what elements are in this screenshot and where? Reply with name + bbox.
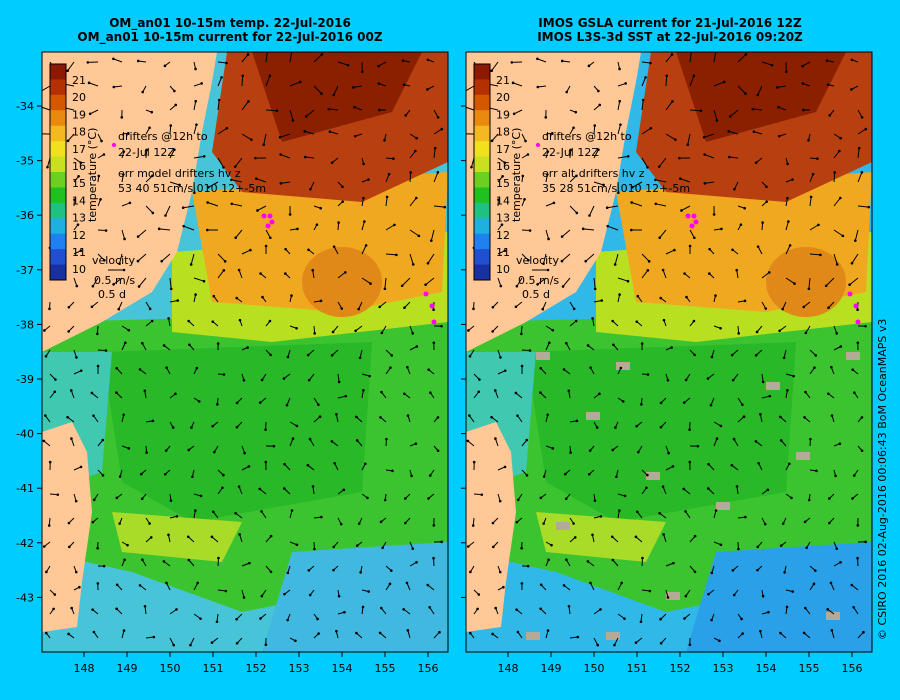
velocity-key-speed: 0.5 m/s bbox=[518, 274, 559, 287]
lat-tick-label: -35 bbox=[16, 155, 34, 168]
colorbar-tick-label: 12 bbox=[496, 229, 510, 242]
colorbar-tick-label: 12 bbox=[72, 229, 86, 242]
lon-tick-label: 150 bbox=[584, 662, 605, 675]
lat-tick-label: -43 bbox=[16, 591, 34, 604]
colorbar-tick-label: 20 bbox=[72, 91, 86, 104]
right-map-panel bbox=[466, 52, 872, 652]
lon-tick-label: 154 bbox=[332, 662, 353, 675]
colorbar-tick-label: 10 bbox=[496, 263, 510, 276]
lon-tick-label: 155 bbox=[375, 662, 396, 675]
velocity-key-duration: 0.5 d bbox=[522, 288, 550, 301]
velocity-key-speed: 0.5 m/s bbox=[94, 274, 135, 287]
lat-tick-label: -39 bbox=[16, 373, 34, 386]
colorbar-tick-label: 18 bbox=[72, 126, 86, 139]
left-title-line1: OM_an01 10-15m temp. 22-Jul-2016 bbox=[109, 16, 351, 30]
lon-tick-label: 156 bbox=[418, 662, 439, 675]
lat-tick-label: -40 bbox=[16, 428, 34, 441]
colorbar-tick-label: 15 bbox=[72, 177, 86, 190]
colorbar-tick-label: 15 bbox=[496, 177, 510, 190]
lon-tick-label: 151 bbox=[203, 662, 224, 675]
velocity-key-label: velocity bbox=[92, 254, 135, 267]
drifter-marker bbox=[689, 223, 695, 229]
lon-tick-label: 154 bbox=[756, 662, 777, 675]
colorbar-tick-label: 11 bbox=[72, 246, 86, 259]
right-title-line1: IMOS GSLA current for 21-Jul-2016 12Z bbox=[538, 16, 802, 30]
drifter-marker bbox=[431, 319, 437, 325]
drifter-marker bbox=[691, 213, 697, 219]
right-title-line2: IMOS L3S-3d SST at 22-Jul-2016 09:20Z bbox=[537, 30, 803, 44]
map-annotation: drifters @12h to bbox=[118, 130, 208, 143]
lon-tick-label: 148 bbox=[74, 662, 95, 675]
lon-tick-label: 151 bbox=[627, 662, 648, 675]
colorbar-label: temperature (°C) bbox=[86, 128, 99, 222]
velocity-key-duration: 0.5 d bbox=[98, 288, 126, 301]
drifter-marker bbox=[855, 319, 861, 325]
map-axes: -34 -35 -36 -37 -38 -39 -40 -41 -42 -43 148 149 150 1… bbox=[16, 51, 873, 675]
map-overlays: 21 20 19 18 17 16 15 14 13 12 11 10 temperature (°C)… bbox=[49, 63, 690, 301]
colorbar-tick-label: 13 bbox=[72, 212, 86, 225]
drifter-marker bbox=[429, 303, 435, 309]
lon-tick-label: 153 bbox=[713, 662, 734, 675]
drifter-marker bbox=[693, 219, 699, 225]
lat-tick-label: -36 bbox=[16, 209, 34, 222]
lat-tick-label: -41 bbox=[16, 482, 34, 495]
drifter-marker bbox=[269, 219, 275, 225]
colorbar-tick-label: 10 bbox=[72, 263, 86, 276]
drifter-marker bbox=[261, 213, 267, 219]
drifter-marker bbox=[267, 213, 273, 219]
colorbar-tick-label: 21 bbox=[72, 74, 86, 87]
lon-tick-label: 153 bbox=[289, 662, 310, 675]
colorbar-tick-label: 21 bbox=[496, 74, 510, 87]
left-title-line2: OM_an01 10-15m current for 22-Jul-2016 0… bbox=[77, 30, 383, 44]
colorbar-tick-label: 17 bbox=[496, 143, 510, 156]
map-annotation: 53 40 51cm/s 010 12+-5m bbox=[118, 182, 266, 195]
lon-tick-label: 150 bbox=[160, 662, 181, 675]
colorbar-tick-label: 14 bbox=[72, 194, 86, 207]
colorbar-tick-label: 17 bbox=[72, 143, 86, 156]
drifter-marker bbox=[853, 303, 859, 309]
drifter-marker bbox=[685, 213, 691, 219]
right-panel-title: IMOS GSLA current for 21-Jul-2016 12Z IM… bbox=[480, 16, 860, 44]
map-annotation: drifters @12h to bbox=[542, 130, 632, 143]
map-annotation: 35 28 51cm/s 010 12+-5m bbox=[542, 182, 690, 195]
map-annotation: err alt drifters hv z bbox=[542, 167, 645, 180]
lat-tick-label: -34 bbox=[16, 100, 34, 113]
colorbar-tick-label: 16 bbox=[72, 160, 86, 173]
map-annotation: 22-Jul 12Z bbox=[118, 146, 175, 159]
lat-tick-label: -37 bbox=[16, 264, 34, 277]
drifter-marker bbox=[423, 291, 429, 297]
lat-tick-label: -42 bbox=[16, 537, 34, 550]
lon-tick-label: 156 bbox=[842, 662, 863, 675]
credit-text: © CSIRO 2016 02-Aug-2016 00:06:43 BoM Oc… bbox=[876, 318, 889, 640]
colorbar-tick-label: 16 bbox=[496, 160, 510, 173]
colorbar-tick-label: 20 bbox=[496, 91, 510, 104]
colorbar-label: temperature (°C) bbox=[510, 128, 523, 222]
colorbar-tick-label: 19 bbox=[72, 108, 86, 121]
left-map-panel bbox=[42, 52, 448, 652]
colorbar-tick-label: 18 bbox=[496, 126, 510, 139]
map-annotation: err model drifters hv z bbox=[118, 167, 241, 180]
colorbar-tick-label: 11 bbox=[496, 246, 510, 259]
drifter-marker bbox=[847, 291, 853, 297]
colorbar-tick-label: 14 bbox=[496, 194, 510, 207]
left-panel-title: OM_an01 10-15m temp. 22-Jul-2016 OM_an01… bbox=[40, 16, 420, 44]
lon-tick-label: 152 bbox=[246, 662, 267, 675]
lon-tick-label: 149 bbox=[541, 662, 562, 675]
lon-tick-label: 148 bbox=[498, 662, 519, 675]
lat-tick-label: -38 bbox=[16, 318, 34, 331]
lon-tick-label: 149 bbox=[117, 662, 138, 675]
drifter-marker bbox=[265, 223, 271, 229]
map-annotation: 22-Jul 12Z bbox=[542, 146, 599, 159]
colorbar-tick-label: 19 bbox=[496, 108, 510, 121]
colorbar-tick-label: 13 bbox=[496, 212, 510, 225]
lon-tick-label: 155 bbox=[799, 662, 820, 675]
velocity-key-label: velocity bbox=[516, 254, 559, 267]
lon-tick-label: 152 bbox=[670, 662, 691, 675]
